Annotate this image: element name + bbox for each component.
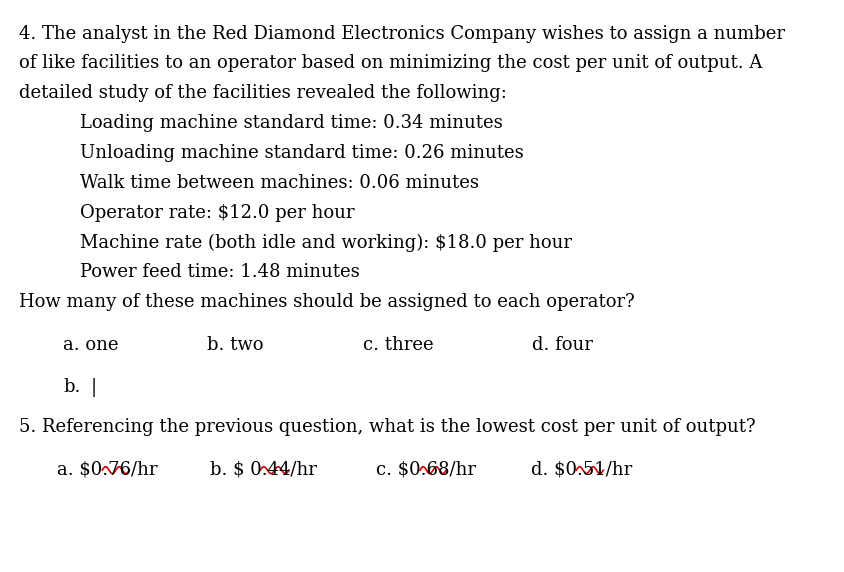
Text: Loading machine standard time: 0.34 minutes: Loading machine standard time: 0.34 minu… <box>80 114 502 132</box>
Text: a. $0.76/hr: a. $0.76/hr <box>57 460 158 478</box>
Text: Power feed time: 1.48 minutes: Power feed time: 1.48 minutes <box>80 263 360 281</box>
Text: b.: b. <box>63 378 81 395</box>
Text: c. $0.68/hr: c. $0.68/hr <box>376 460 475 478</box>
Text: detailed study of the facilities revealed the following:: detailed study of the facilities reveale… <box>19 84 506 102</box>
Text: How many of these machines should be assigned to each operator?: How many of these machines should be ass… <box>19 293 634 311</box>
Text: Unloading machine standard time: 0.26 minutes: Unloading machine standard time: 0.26 mi… <box>80 144 523 162</box>
Text: |: | <box>90 378 96 396</box>
Text: of like facilities to an operator based on minimizing the cost per unit of outpu: of like facilities to an operator based … <box>19 54 761 72</box>
Text: Operator rate: $12.0 per hour: Operator rate: $12.0 per hour <box>80 204 354 221</box>
Text: b. $ 0.44/hr: b. $ 0.44/hr <box>209 460 316 478</box>
Text: 5. Referencing the previous question, what is the lowest cost per unit of output: 5. Referencing the previous question, wh… <box>19 418 755 435</box>
Text: 4. The analyst in the Red Diamond Electronics Company wishes to assign a number: 4. The analyst in the Red Diamond Electr… <box>19 25 784 42</box>
Text: d. $0.51/hr: d. $0.51/hr <box>530 460 631 478</box>
Text: Machine rate (both idle and working): $18.0 per hour: Machine rate (both idle and working): $1… <box>80 233 571 252</box>
Text: Walk time between machines: 0.06 minutes: Walk time between machines: 0.06 minutes <box>80 174 479 192</box>
Text: a. one: a. one <box>63 336 119 354</box>
Text: b. two: b. two <box>207 336 263 354</box>
Text: c. three: c. three <box>363 336 434 354</box>
Text: d. four: d. four <box>532 336 592 354</box>
